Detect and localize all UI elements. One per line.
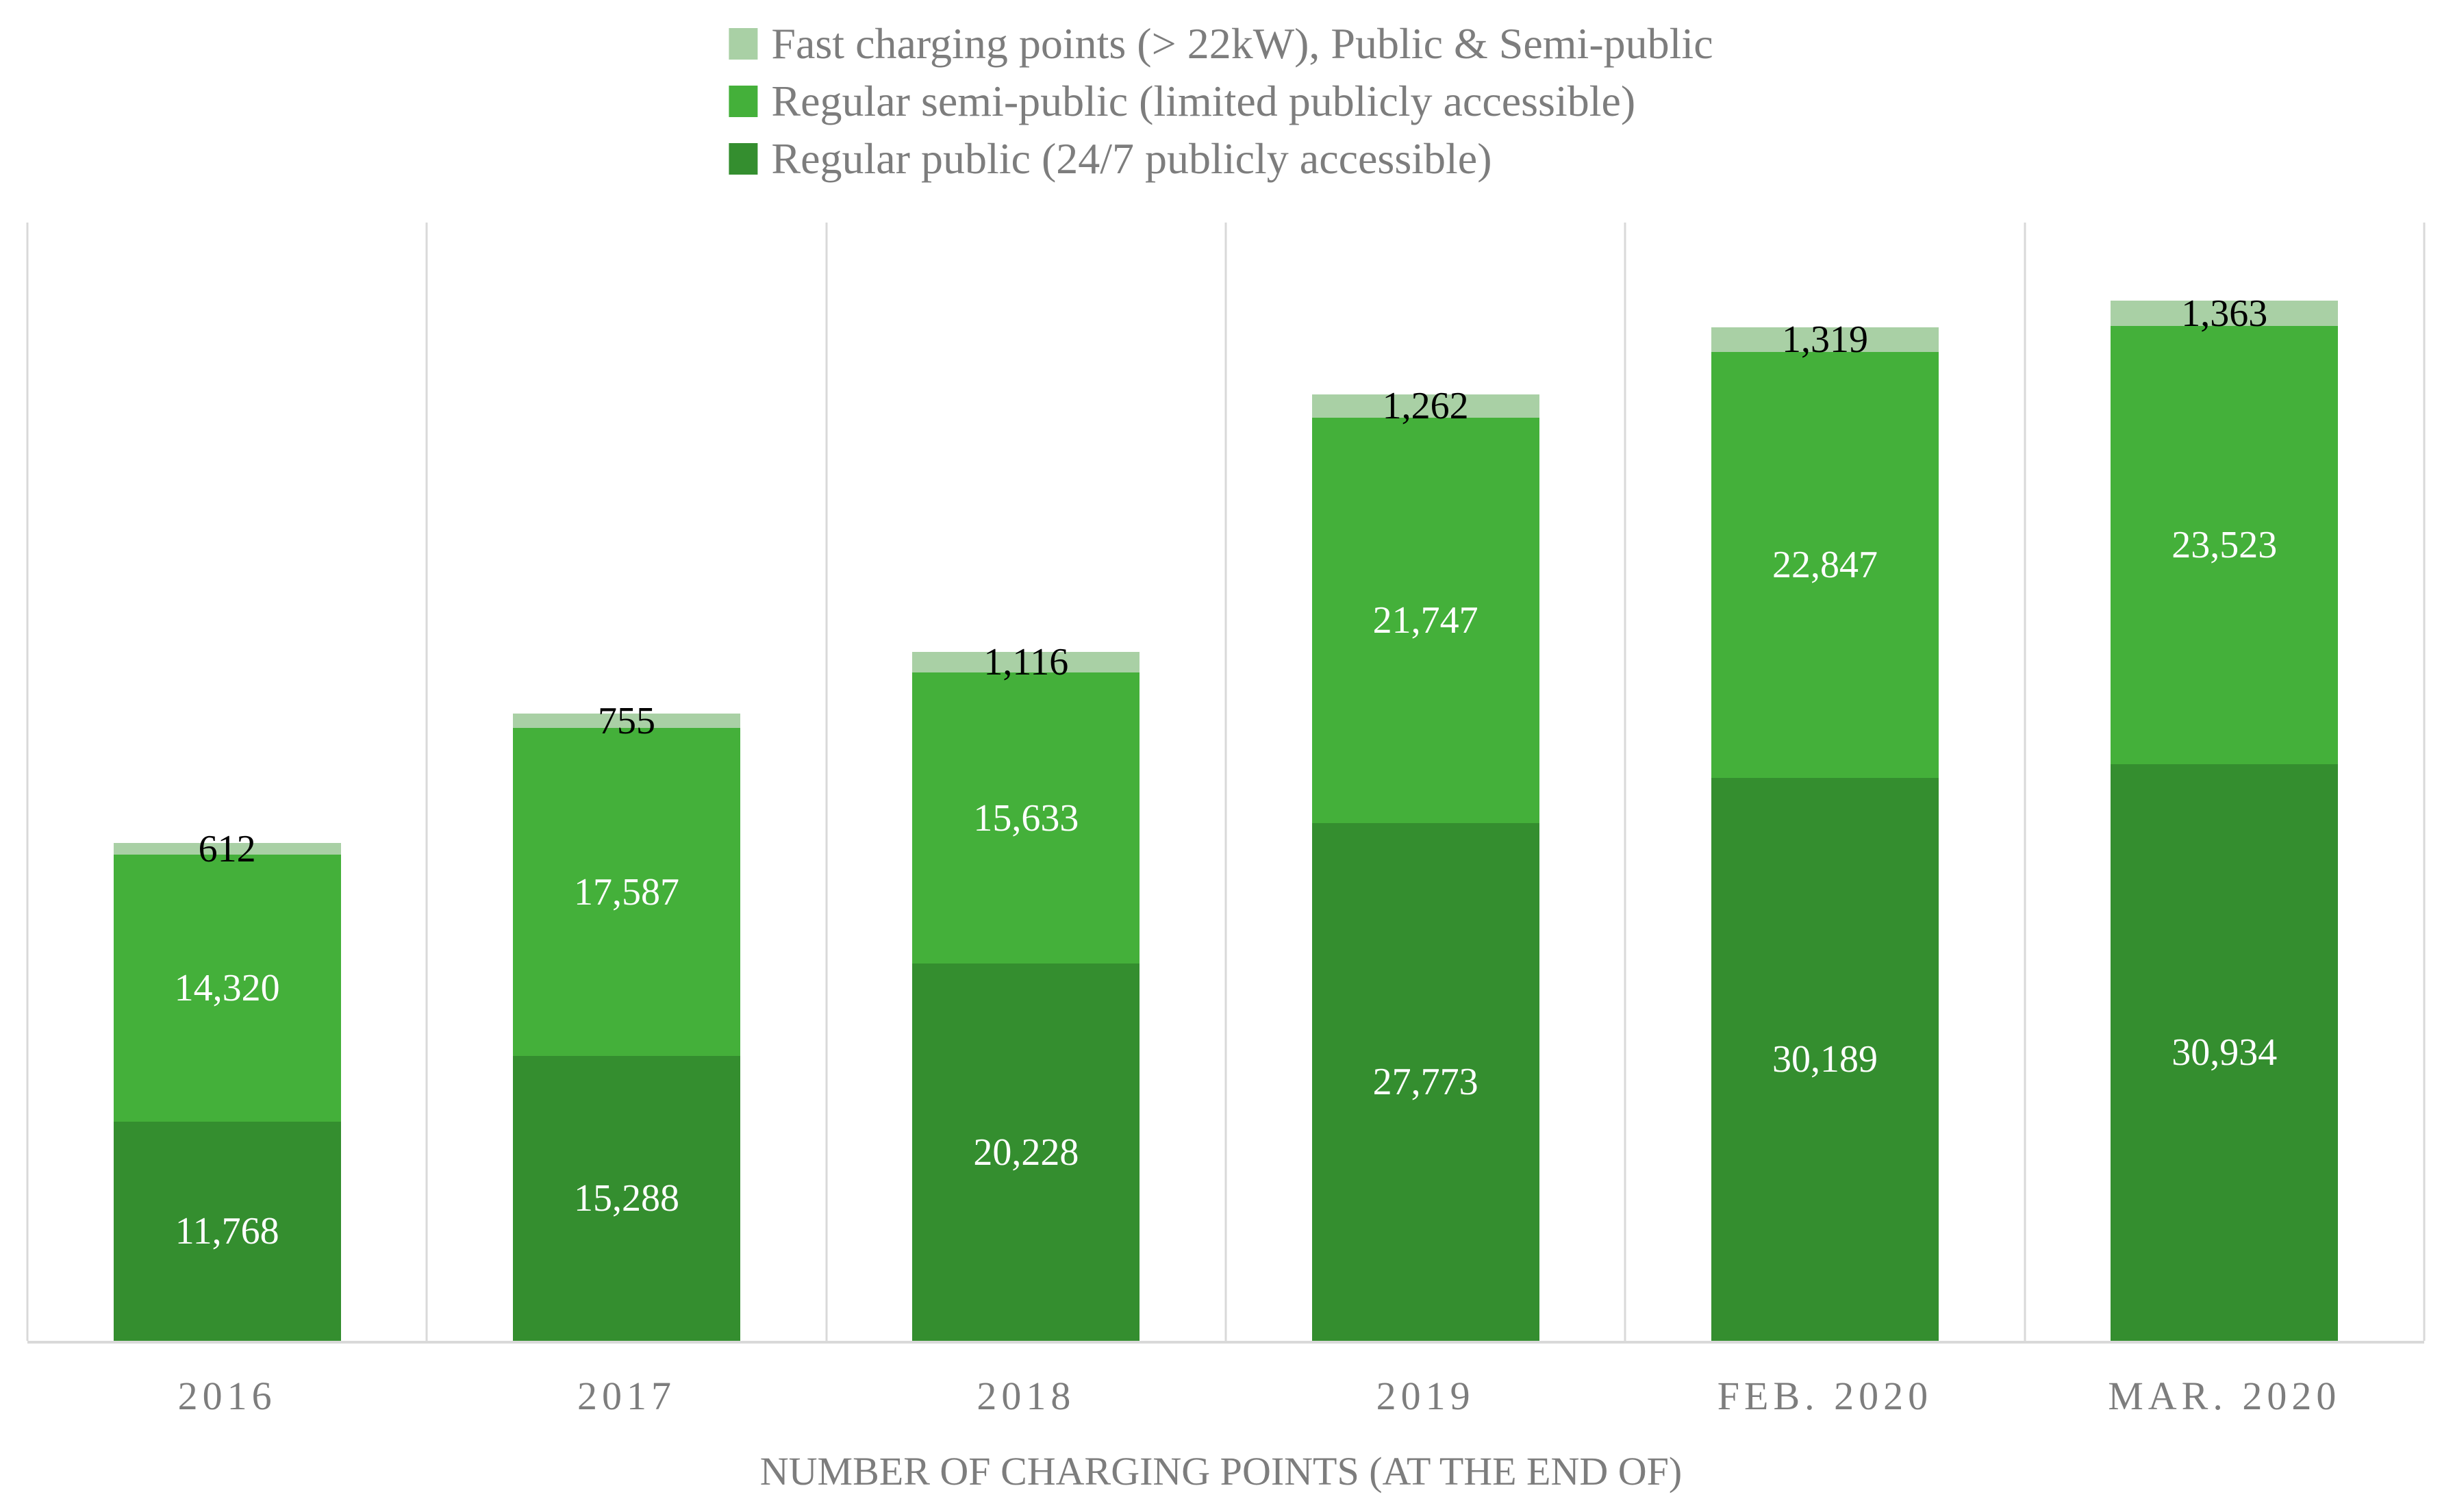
stacked-bar: 30,189 22,847 1,319 bbox=[1711, 318, 1939, 1341]
bar-value-label: 17,587 bbox=[573, 870, 679, 914]
bar-segment: 27,773 bbox=[1311, 823, 1539, 1341]
legend-swatch-icon bbox=[729, 86, 758, 117]
gridline bbox=[1624, 223, 1626, 1341]
stacked-bar: 11,768 14,320 612 bbox=[113, 828, 341, 1341]
stacked-bar: 27,773 21,747 1,262 bbox=[1311, 385, 1539, 1341]
bar-column-2018: 20,228 15,633 1,116 bbox=[827, 223, 1226, 1341]
bar-value-label: 11,768 bbox=[175, 1210, 279, 1252]
gridline bbox=[1224, 223, 1227, 1341]
bar-segment: 11,768 bbox=[113, 1122, 341, 1341]
bar-value-label: 15,633 bbox=[973, 796, 1079, 840]
bar-segment: 23,523 bbox=[2111, 326, 2339, 764]
bar-segment: 755 bbox=[512, 700, 740, 742]
x-axis-label: MAR. 2020 bbox=[2108, 1374, 2341, 1418]
bar-segment: 20,228 bbox=[912, 963, 1140, 1341]
bar-column-2016: 11,768 14,320 612 bbox=[27, 223, 427, 1341]
legend-swatch-icon bbox=[729, 143, 758, 175]
legend-swatch-icon bbox=[729, 28, 758, 60]
chart-legend: Fast charging points (> 22kW), Public & … bbox=[729, 15, 1713, 188]
bar-segment: 30,189 bbox=[1711, 778, 1939, 1341]
stacked-bar: 15,288 17,587 755 bbox=[512, 700, 740, 1341]
bar-segment: 30,934 bbox=[2111, 764, 2339, 1341]
stacked-bar: 20,228 15,633 1,116 bbox=[912, 641, 1140, 1341]
gridline bbox=[2024, 223, 2026, 1341]
x-axis-title: NUMBER OF CHARGING POINTS (AT THE END OF… bbox=[759, 1449, 1683, 1494]
bar-segment: 15,633 bbox=[912, 672, 1140, 963]
bar-segment: 17,587 bbox=[512, 728, 740, 1056]
bar-segment: 1,116 bbox=[912, 641, 1140, 683]
bar-segment: 14,320 bbox=[113, 855, 341, 1122]
bar-value-label: 14,320 bbox=[174, 967, 280, 1009]
bar-value-label: 30,189 bbox=[1772, 1038, 1878, 1081]
bar-segment: 21,747 bbox=[1311, 418, 1539, 823]
bar-segment: 15,288 bbox=[512, 1056, 740, 1341]
stacked-bar: 30,934 23,523 1,363 bbox=[2111, 292, 2339, 1341]
legend-item-0: Fast charging points (> 22kW), Public & … bbox=[729, 15, 1713, 73]
plot-area: 11,768 14,320 612 15,288 17,587 755 20,228 15,6… bbox=[26, 223, 2426, 1344]
bar-value-label: 23,523 bbox=[2172, 524, 2278, 566]
bar-column-mar-2020: 30,934 23,523 1,363 bbox=[2025, 223, 2424, 1341]
bar-column-2017: 15,288 17,587 755 bbox=[427, 223, 826, 1341]
bar-column-2019: 27,773 21,747 1,262 bbox=[1226, 223, 1625, 1341]
x-axis-label: 2018 bbox=[977, 1374, 1076, 1418]
legend-label: Regular public (24/7 publicly accessible… bbox=[771, 134, 1492, 183]
bar-segment: 1,319 bbox=[1711, 318, 1939, 361]
gridline bbox=[2423, 223, 2426, 1341]
bars-container: 11,768 14,320 612 15,288 17,587 755 20,228 15,6… bbox=[27, 223, 2424, 1341]
bar-value-label: 15,288 bbox=[573, 1177, 679, 1220]
bar-column-feb-2020: 30,189 22,847 1,319 bbox=[1625, 223, 2024, 1341]
x-axis-label: 2016 bbox=[177, 1374, 277, 1418]
bar-value-label: 27,773 bbox=[1372, 1061, 1478, 1103]
bar-value-label: 21,747 bbox=[1372, 599, 1478, 642]
legend-label: Fast charging points (> 22kW), Public & … bbox=[771, 19, 1713, 68]
gridline bbox=[26, 223, 29, 1341]
gridline bbox=[425, 223, 428, 1341]
bar-segment: 612 bbox=[113, 828, 341, 870]
x-axis-label: 2017 bbox=[577, 1374, 676, 1418]
legend-label: Regular semi-public (limited publicly ac… bbox=[771, 77, 1636, 125]
bar-value-label: 30,934 bbox=[2172, 1031, 2278, 1074]
legend-item-1: Regular semi-public (limited publicly ac… bbox=[729, 73, 1635, 130]
gridline bbox=[825, 223, 828, 1341]
x-axis-labels: 2016 2017 2018 2019 FEB. 2020 MAR. 2020 bbox=[27, 1373, 2424, 1419]
bar-value-label: 20,228 bbox=[973, 1131, 1079, 1174]
bar-segment: 1,363 bbox=[2111, 292, 2339, 335]
bar-value-label: 22,847 bbox=[1772, 544, 1878, 586]
bar-segment: 1,262 bbox=[1311, 385, 1539, 427]
x-axis-label: FEB. 2020 bbox=[1717, 1374, 1933, 1418]
bar-segment: 22,847 bbox=[1711, 352, 1939, 778]
x-axis-label: 2019 bbox=[1376, 1374, 1475, 1418]
legend-item-2: Regular public (24/7 publicly accessible… bbox=[729, 130, 1492, 188]
